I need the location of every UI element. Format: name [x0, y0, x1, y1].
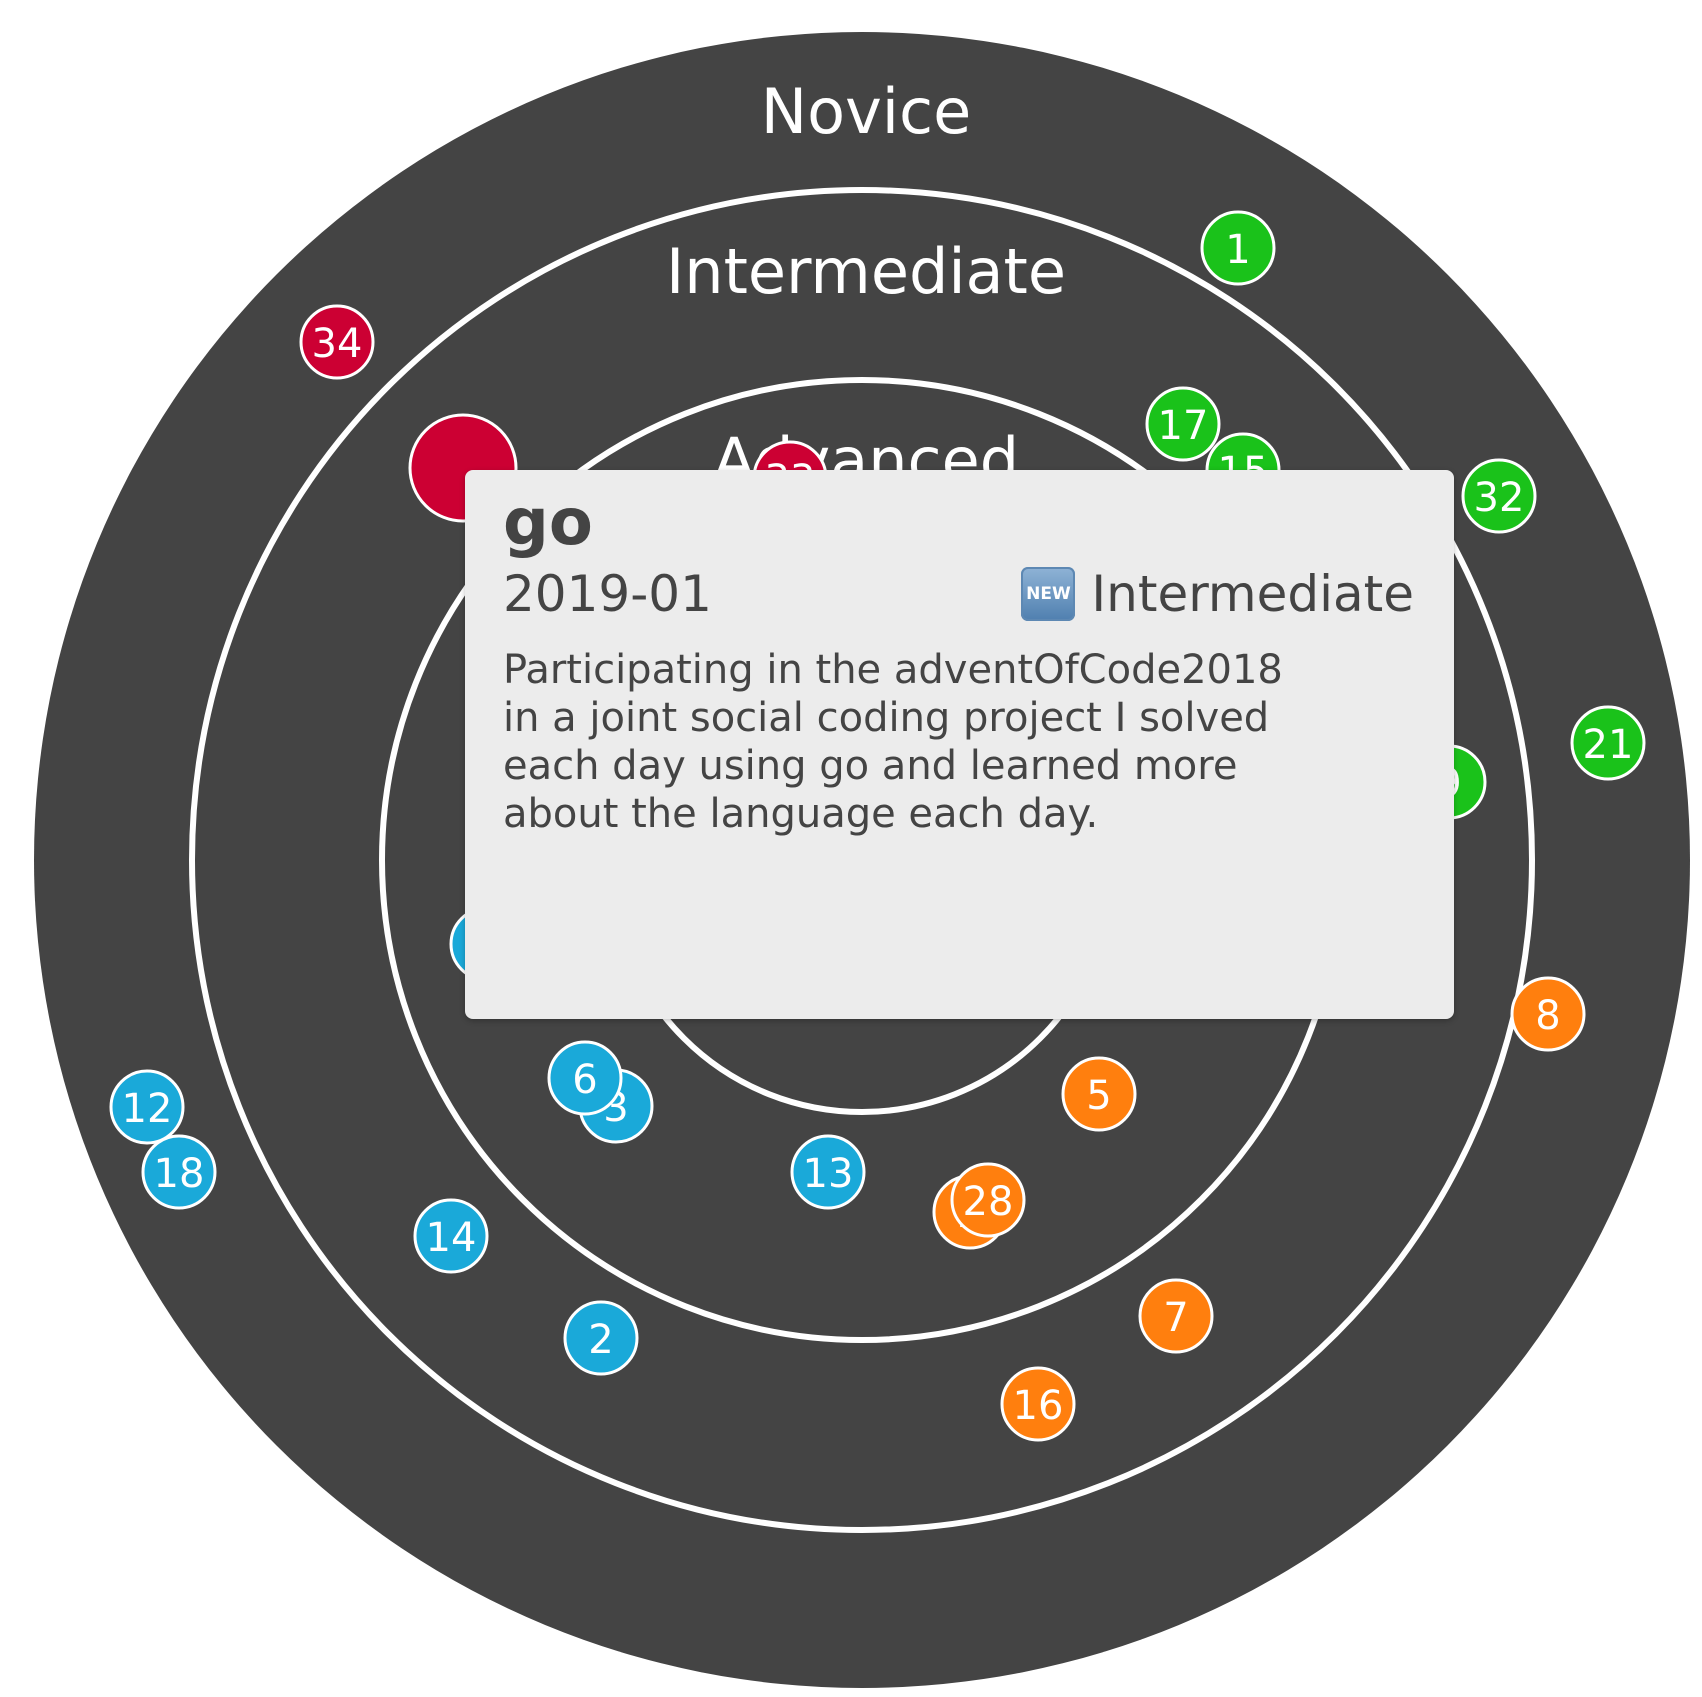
blip-16-orange[interactable]: 16 [1000, 1366, 1076, 1442]
blip-5-orange[interactable]: 5 [1061, 1056, 1137, 1132]
blip-circle[interactable] [547, 1040, 623, 1116]
tooltip-meta-row: 2019-01 NEW Intermediate [503, 562, 1414, 626]
blip-number: 18 [154, 1151, 205, 1197]
blip-18-blue[interactable]: 18 [141, 1134, 217, 1210]
blip-circle[interactable] [1138, 1278, 1214, 1354]
blip-circle[interactable] [563, 1300, 639, 1376]
blip-2-blue[interactable]: 2 [563, 1300, 639, 1376]
blip-number: 14 [426, 1215, 477, 1261]
blip-circle[interactable] [1200, 210, 1276, 286]
blip-circle[interactable] [109, 1069, 185, 1145]
ring-boundary-intermediate [189, 187, 1535, 1533]
blip-34-red[interactable]: 34 [299, 304, 375, 380]
blip-circle[interactable] [1000, 1366, 1076, 1442]
blip-number: 12 [122, 1086, 173, 1132]
blip-number: 34 [312, 321, 363, 367]
blip-12-blue[interactable]: 12 [109, 1069, 185, 1145]
blip-circle[interactable] [1061, 1056, 1137, 1132]
blip-number: 16 [1013, 1383, 1064, 1429]
blip-number: 6 [572, 1057, 597, 1103]
ring-label-intermediate: Intermediate [666, 235, 1066, 308]
blip-number: 8 [1535, 993, 1560, 1039]
blip-number: 2 [588, 1317, 613, 1363]
blip-17-green[interactable]: 17 [1145, 386, 1221, 462]
radar-blips: 117153221934331218142133685228716 [109, 210, 1646, 1442]
blip-number: 21 [1583, 722, 1634, 768]
blip-circle[interactable] [1461, 458, 1537, 534]
blip-circle[interactable] [1145, 386, 1221, 462]
blip-circle[interactable] [413, 1198, 489, 1274]
blip-circle[interactable] [299, 304, 375, 380]
blip-13-blue[interactable]: 13 [790, 1134, 866, 1210]
blip-7-orange[interactable]: 7 [1138, 1278, 1214, 1354]
new-icon: NEW [1021, 567, 1076, 621]
blip-8-orange[interactable]: 8 [1510, 976, 1586, 1052]
blip-number: 28 [963, 1179, 1014, 1225]
blip-circle[interactable] [1570, 705, 1646, 781]
blip-number: 5 [1086, 1073, 1111, 1119]
tooltip-date: 2019-01 [503, 565, 712, 623]
tooltip-ring: NEW Intermediate [1021, 565, 1414, 623]
blip-32-green[interactable]: 32 [1461, 458, 1537, 534]
blip-1-green[interactable]: 1 [1200, 210, 1276, 286]
blip-number: 1 [1225, 227, 1250, 273]
blip-circle[interactable] [141, 1134, 217, 1210]
blip-28-orange[interactable]: 28 [950, 1162, 1026, 1238]
blip-number: 17 [1158, 403, 1209, 449]
blip-6-blue[interactable]: 6 [547, 1040, 623, 1116]
blip-circle[interactable] [950, 1162, 1026, 1238]
blip-number: 7 [1163, 1295, 1188, 1341]
blip-number: 32 [1474, 475, 1525, 521]
tooltip-ring-label: Intermediate [1091, 565, 1414, 623]
blip-circle[interactable] [1510, 976, 1586, 1052]
tooltip-title: go [503, 486, 593, 560]
blip-number: 13 [803, 1151, 854, 1197]
blip-tooltip: go 2019-01 NEW Intermediate Participatin… [465, 470, 1454, 1019]
tooltip-description: Participating in the adventOfCode2018 in… [503, 647, 1283, 837]
blip-14-blue[interactable]: 14 [413, 1198, 489, 1274]
ring-label-novice: Novice [761, 75, 971, 148]
blip-21-green[interactable]: 21 [1570, 705, 1646, 781]
blip-circle[interactable] [790, 1134, 866, 1210]
